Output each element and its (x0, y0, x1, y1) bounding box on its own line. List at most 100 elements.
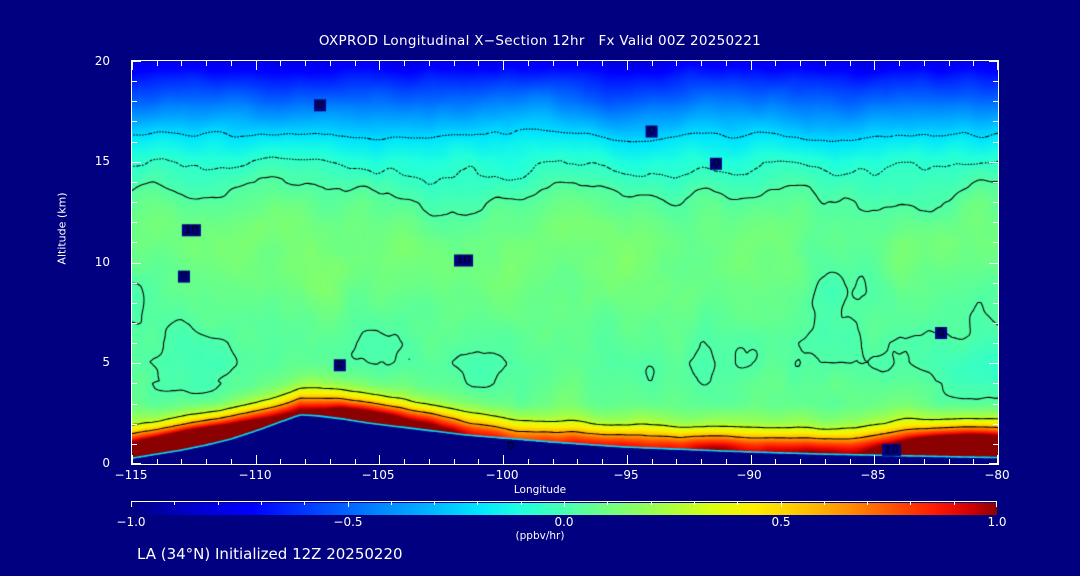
axis-tick (924, 459, 925, 464)
colorbar-tick (477, 502, 478, 505)
axis-tick (775, 61, 776, 66)
axis-tick (503, 455, 504, 464)
colorbar-tick (607, 502, 608, 505)
axis-tick (993, 323, 998, 324)
axis-tick (751, 455, 752, 464)
axis-tick (280, 61, 281, 66)
axis-tick (454, 61, 455, 66)
axis-tick (132, 182, 137, 183)
axis-tick (989, 162, 998, 163)
plot-area (131, 60, 999, 465)
axis-tick (132, 363, 141, 364)
axis-tick (404, 61, 405, 66)
axis-tick (989, 263, 998, 264)
axis-tick (132, 61, 141, 62)
colorbar-tick (261, 502, 262, 505)
axis-tick (825, 459, 826, 464)
x-tick-m95: −95 (613, 468, 639, 482)
axis-tick (993, 444, 998, 445)
axis-tick (256, 455, 257, 464)
colorbar-tick (824, 502, 825, 505)
axis-tick (132, 444, 137, 445)
axis-tick (503, 61, 504, 70)
axis-tick (132, 202, 137, 203)
colorbar-tick (434, 502, 435, 505)
axis-tick (528, 61, 529, 66)
axis-tick (157, 61, 158, 66)
y-tick-20: 20 (94, 54, 110, 68)
axis-tick (132, 242, 137, 243)
colorbar-gradient (131, 503, 997, 515)
axis-tick (973, 459, 974, 464)
axis-tick (874, 455, 875, 464)
axis-tick (899, 459, 900, 464)
x-tick-m105: −105 (361, 468, 395, 482)
axis-tick (989, 61, 998, 62)
axis-tick (280, 459, 281, 464)
axis-tick (355, 459, 356, 464)
axis-tick (989, 463, 998, 464)
axis-tick (701, 61, 702, 66)
axis-tick (132, 303, 137, 304)
x-tick-m110: −110 (238, 468, 272, 482)
axis-tick (993, 343, 998, 344)
x-tick-m115: −115 (114, 468, 148, 482)
axis-tick (305, 61, 306, 66)
axis-tick (181, 61, 182, 66)
axis-tick (775, 459, 776, 464)
axis-tick (993, 424, 998, 425)
axis-tick (726, 61, 727, 66)
axis-tick (993, 383, 998, 384)
axis-tick (132, 383, 137, 384)
axis-tick (132, 323, 137, 324)
colorbar-tick (391, 502, 392, 505)
colorbar (131, 501, 997, 515)
x-tick-m90: −90 (736, 468, 762, 482)
axis-tick (231, 61, 232, 66)
axis-tick (676, 459, 677, 464)
axis-tick (993, 283, 998, 284)
axis-tick (553, 459, 554, 464)
colorbar-tick (304, 502, 305, 505)
axis-tick (305, 459, 306, 464)
axis-tick (404, 459, 405, 464)
colorbar-tick (521, 502, 522, 505)
colorbar-tick-pos-half: 0.5 (771, 515, 791, 529)
axis-tick (132, 61, 133, 70)
colorbar-tick (694, 502, 695, 505)
axis-tick (256, 61, 257, 70)
colorbar-tick-min: −1.0 (116, 515, 146, 529)
axis-tick (132, 343, 137, 344)
axis-tick (899, 61, 900, 66)
axis-tick (132, 404, 137, 405)
axis-tick (132, 263, 141, 264)
x-axis-label: Longitude (513, 484, 567, 496)
colorbar-tick (348, 502, 349, 507)
axis-tick (924, 61, 925, 66)
figure-footer-caption: LA (34°N) Initialized 12Z 20250220 (137, 545, 403, 563)
colorbar-tick (910, 502, 911, 505)
colorbar-tick-max: 1.0 (987, 515, 1007, 529)
axis-tick (993, 101, 998, 102)
axis-tick (355, 61, 356, 66)
axis-tick (157, 459, 158, 464)
axis-tick (701, 459, 702, 464)
axis-tick (949, 459, 950, 464)
x-tick-m100: −100 (485, 468, 519, 482)
axis-tick (949, 61, 950, 66)
axis-tick (132, 424, 137, 425)
colorbar-tick (867, 502, 868, 505)
axis-tick (478, 61, 479, 66)
axis-tick (132, 121, 137, 122)
colorbar-tick (564, 502, 565, 507)
axis-tick (553, 61, 554, 66)
axis-tick (132, 222, 137, 223)
colorbar-tick (131, 502, 132, 507)
axis-tick (132, 463, 141, 464)
axis-tick (132, 101, 137, 102)
axis-tick (676, 61, 677, 66)
axis-tick (800, 61, 801, 66)
figure-title: OXPROD Longitudinal X−Section 12hr Fx Va… (318, 33, 762, 49)
axis-tick (454, 459, 455, 464)
x-tick-m80: −80 (984, 468, 1010, 482)
